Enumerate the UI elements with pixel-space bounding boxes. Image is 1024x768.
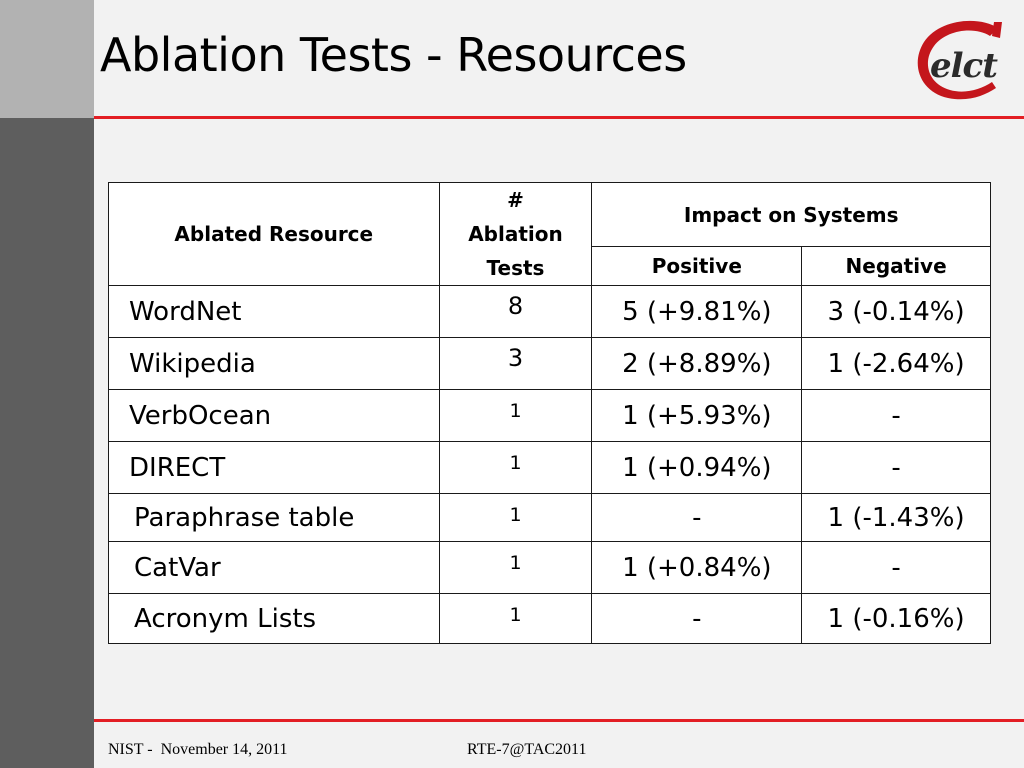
resource-cell: VerbOcean bbox=[108, 389, 440, 442]
resource-cell: DIRECT bbox=[108, 441, 440, 494]
logo-c-shape bbox=[917, 20, 1002, 100]
footer-date: NIST - November 14, 2011 bbox=[108, 741, 288, 758]
resource-cell: WordNet bbox=[108, 285, 440, 338]
slide-title: Ablation Tests - Resources bbox=[100, 28, 687, 82]
footer-event: RTE-7@TAC2011 bbox=[467, 741, 587, 758]
resource-cell: Wikipedia bbox=[108, 337, 440, 390]
tests-cell: 1 bbox=[438, 541, 593, 594]
table-row: Wikipedia 3 2 (+8.89%) 1 (-2.64%) bbox=[108, 337, 991, 390]
resource-cell: CatVar bbox=[108, 541, 440, 594]
tests-cell: 1 bbox=[438, 593, 593, 644]
tests-cell: 1 bbox=[438, 389, 593, 442]
negative-cell: 1 (-1.43%) bbox=[801, 493, 991, 542]
elct-logo: elct bbox=[910, 18, 1010, 102]
negative-cell: 3 (-0.14%) bbox=[801, 285, 991, 338]
positive-cell: 1 (+0.84%) bbox=[591, 541, 803, 594]
logo-text: elct bbox=[930, 46, 998, 86]
negative-cell: - bbox=[801, 389, 991, 442]
sidebar-bottom-block bbox=[0, 118, 94, 768]
positive-cell: 5 (+9.81%) bbox=[591, 285, 803, 338]
positive-cell: 1 (+0.94%) bbox=[591, 441, 803, 494]
table-row: CatVar 1 1 (+0.84%) - bbox=[108, 541, 991, 594]
tests-cell: 1 bbox=[438, 441, 593, 494]
table-row: Paraphrase table 1 - 1 (-1.43%) bbox=[108, 493, 991, 542]
positive-cell: - bbox=[591, 493, 803, 542]
header-negative: Negative bbox=[801, 246, 991, 286]
positive-cell: 2 (+8.89%) bbox=[591, 337, 803, 390]
table-row: DIRECT 1 1 (+0.94%) - bbox=[108, 441, 991, 494]
header-ablation-tests: # Ablation Tests bbox=[438, 182, 593, 286]
positive-cell: 1 (+5.93%) bbox=[591, 389, 803, 442]
negative-cell: - bbox=[801, 541, 991, 594]
header-ablation-tests-label: # Ablation Tests bbox=[468, 188, 563, 280]
resource-cell: Acronym Lists bbox=[108, 593, 440, 644]
negative-cell: 1 (-0.16%) bbox=[801, 593, 991, 644]
positive-cell: - bbox=[591, 593, 803, 644]
footer-divider bbox=[94, 719, 1024, 722]
sidebar-top-block bbox=[0, 0, 94, 118]
tests-cell: 3 bbox=[438, 337, 593, 390]
header-ablated-resource: Ablated Resource bbox=[108, 182, 440, 286]
tests-cell: 8 bbox=[438, 285, 593, 338]
negative-cell: - bbox=[801, 441, 991, 494]
tests-cell: 1 bbox=[438, 493, 593, 542]
resource-cell: Paraphrase table bbox=[108, 493, 440, 542]
header-impact: Impact on Systems bbox=[591, 181, 991, 248]
ablation-table: Ablated Resource # Ablation Tests Impact… bbox=[108, 181, 991, 644]
table-row: WordNet 8 5 (+9.81%) 3 (-0.14%) bbox=[108, 285, 991, 338]
header-positive: Positive bbox=[591, 246, 803, 286]
title-divider bbox=[94, 116, 1024, 119]
table-row: Acronym Lists 1 - 1 (-0.16%) bbox=[108, 593, 991, 644]
negative-cell: 1 (-2.64%) bbox=[801, 337, 991, 390]
table-row: VerbOcean 1 1 (+5.93%) - bbox=[108, 389, 991, 442]
